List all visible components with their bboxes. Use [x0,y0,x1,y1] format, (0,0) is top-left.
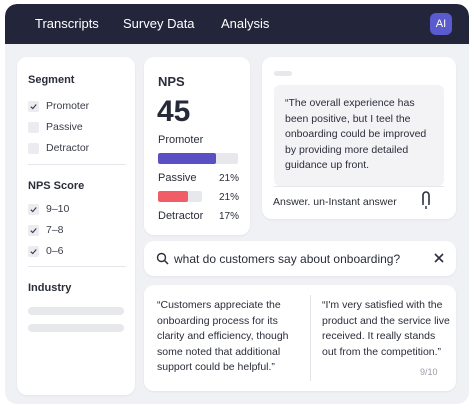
tab-analysis[interactable]: Analysis [221,16,270,31]
section-divider [28,266,126,267]
score-option-label: 9–10 [46,203,70,215]
microphone-icon[interactable] [419,190,433,210]
checkbox-unchecked-icon[interactable] [28,142,39,154]
app-window: Transcripts Survey Data Analysis AI Segm… [5,4,469,404]
industry-heading: Industry [28,282,72,294]
passive-label: Passive [158,172,197,184]
segment-option-passive[interactable]: Passive [28,120,83,134]
score-option-label: 7–8 [46,224,64,236]
score-option-label: 0–6 [46,245,64,257]
checkbox-checked-icon[interactable] [28,203,39,215]
promoter-label: Promoter [158,134,204,146]
search-results-card: “Customers appreciate the onboarding pro… [144,285,456,391]
detractor-bar-fill [158,191,188,202]
answer-divider [274,186,444,187]
search-icon [156,252,169,265]
score-option-7-8[interactable]: 7–8 [28,223,64,237]
filter-sidebar: Segment Promoter Passive Detractor NPS S… [17,57,135,395]
ai-assistant-button[interactable]: AI [430,13,452,35]
top-navigation-bar: Transcripts Survey Data Analysis AI [5,4,469,44]
detractor-label: Detractor [158,210,204,222]
segment-option-detractor[interactable]: Detractor [28,141,89,155]
search-bar [144,241,456,276]
result-quote-right: “I'm very satisfied with the product and… [322,299,450,358]
section-divider [28,164,126,165]
promoter-bar-fill [158,153,216,164]
checkbox-checked-icon[interactable] [28,245,39,257]
industry-option-placeholder[interactable] [28,307,124,315]
segment-heading: Segment [28,74,75,86]
passive-percent: 21% [219,173,240,184]
tab-transcripts[interactable]: Transcripts [35,16,99,31]
search-input[interactable] [174,250,429,268]
close-icon[interactable] [433,252,445,264]
result-quote-left: “Customers appreciate the onboarding pro… [157,299,289,373]
detractor-bar [158,191,202,202]
detractor-bar-percent: 21% [219,192,240,203]
score-option-9-10[interactable]: 9–10 [28,202,69,216]
checkbox-unchecked-icon[interactable] [28,121,39,133]
promoter-bar [158,153,238,164]
answer-footer-label: Answer. un-Instant answer [273,196,397,208]
instant-answer-card: “The overall experience has been positiv… [262,57,456,219]
segment-option-label: Detractor [46,142,90,154]
tab-survey-data[interactable]: Survey Data [123,16,195,31]
nps-score-value: 45 [157,95,191,128]
result-page-counter: 9/10 [420,367,438,377]
answer-quote: “The overall experience has been positiv… [274,85,444,186]
segment-option-label: Promoter [46,100,90,112]
segment-option-label: Passive [46,121,83,133]
ai-button-label: AI [435,18,447,30]
score-option-0-6[interactable]: 0–6 [28,244,64,258]
nps-score-heading: NPS Score [28,180,85,192]
card-handle [274,71,292,76]
nps-card: NPS 45 Promoter Passive 21% 21% Detracto… [144,57,250,235]
results-divider [310,295,311,381]
nps-card-title: NPS [158,74,185,89]
checkbox-checked-icon[interactable] [28,224,39,236]
industry-option-placeholder[interactable] [28,324,124,332]
checkbox-checked-icon[interactable] [28,100,39,112]
segment-option-promoter[interactable]: Promoter [28,99,89,113]
detractor-percent: 17% [219,211,240,222]
